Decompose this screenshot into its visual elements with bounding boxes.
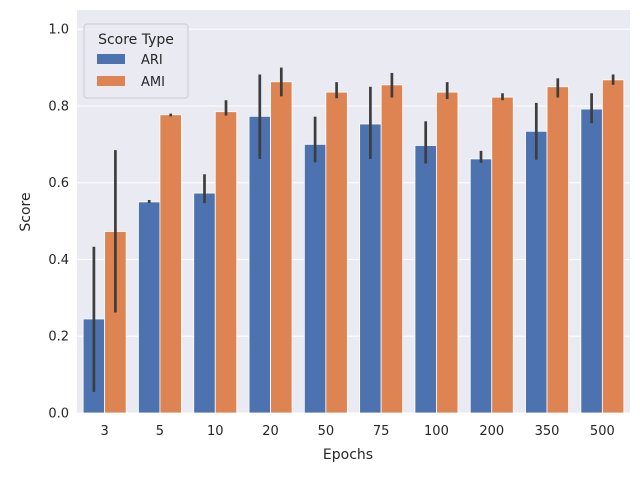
- y-tick-label: 0.2: [48, 330, 69, 345]
- bar-ari: [303, 143, 327, 414]
- x-tick-label: 75: [373, 424, 390, 439]
- x-tick-labels: 3 5 10 20 50 75 100 200 350 500: [101, 424, 615, 439]
- x-tick-label: 20: [262, 424, 279, 439]
- bars: [82, 79, 625, 414]
- legend-swatch-ari: [97, 54, 125, 64]
- bar-ari: [248, 115, 271, 414]
- x-tick-label: 3: [101, 424, 109, 439]
- bar-ari: [138, 201, 161, 414]
- bar-ami: [214, 111, 238, 414]
- x-tick-label: 500: [590, 424, 615, 439]
- x-axis-label: Epochs: [323, 447, 373, 463]
- bar-ami: [491, 96, 514, 414]
- x-tick-label: 5: [156, 424, 164, 439]
- bar-ari: [414, 145, 437, 414]
- legend-label-ami: AMI: [141, 75, 165, 90]
- legend: Score Type ARI AMI: [83, 23, 189, 99]
- x-tick-label: 350: [535, 424, 560, 439]
- bar-ari: [525, 130, 548, 414]
- bar-ari: [580, 108, 603, 414]
- bar-ami: [546, 86, 569, 414]
- bar-ari: [469, 158, 493, 414]
- y-tick-label: 0.8: [48, 99, 69, 114]
- bar-ami: [270, 81, 293, 414]
- legend-label-ari: ARI: [141, 53, 163, 68]
- bar-ami: [159, 114, 182, 414]
- x-tick-label: 100: [424, 424, 449, 439]
- x-tick-label: 50: [318, 424, 335, 439]
- x-tick-label: 200: [479, 424, 504, 439]
- bar-ami: [325, 91, 348, 414]
- y-tick-label: 0.6: [48, 176, 69, 191]
- legend-swatch-ami: [97, 76, 125, 86]
- x-tick-label: 10: [207, 424, 224, 439]
- bar-ami: [436, 91, 459, 414]
- legend-title: Score Type: [98, 32, 174, 48]
- bar-ami: [380, 84, 404, 414]
- bar-ari: [359, 123, 382, 414]
- error-bars: [92, 67, 615, 392]
- y-tick-label: 1.0: [48, 23, 69, 38]
- y-tick-label: 0.0: [48, 407, 69, 422]
- bar-ami: [601, 79, 625, 414]
- y-tick-label: 0.4: [48, 253, 69, 268]
- bar-ari: [193, 192, 216, 414]
- y-axis-label: Score: [18, 192, 34, 231]
- y-tick-labels: 0.0 0.2 0.4 0.6 0.8 1.0: [48, 23, 69, 422]
